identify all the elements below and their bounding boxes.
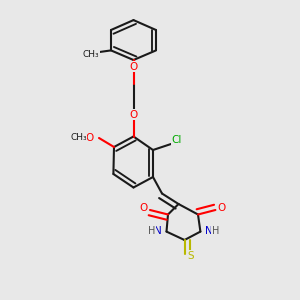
Text: CH₃: CH₃ [82, 50, 99, 58]
Text: O: O [139, 202, 148, 213]
Text: H: H [212, 226, 219, 236]
Text: N: N [154, 226, 162, 236]
Text: O: O [129, 110, 138, 120]
Text: Cl: Cl [172, 135, 182, 146]
Text: O: O [218, 202, 226, 213]
Text: O: O [129, 61, 138, 72]
Text: O: O [86, 133, 94, 143]
Text: H: H [148, 226, 155, 236]
Text: S: S [188, 251, 194, 261]
Text: CH₃: CH₃ [70, 134, 87, 142]
Text: N: N [205, 226, 213, 236]
